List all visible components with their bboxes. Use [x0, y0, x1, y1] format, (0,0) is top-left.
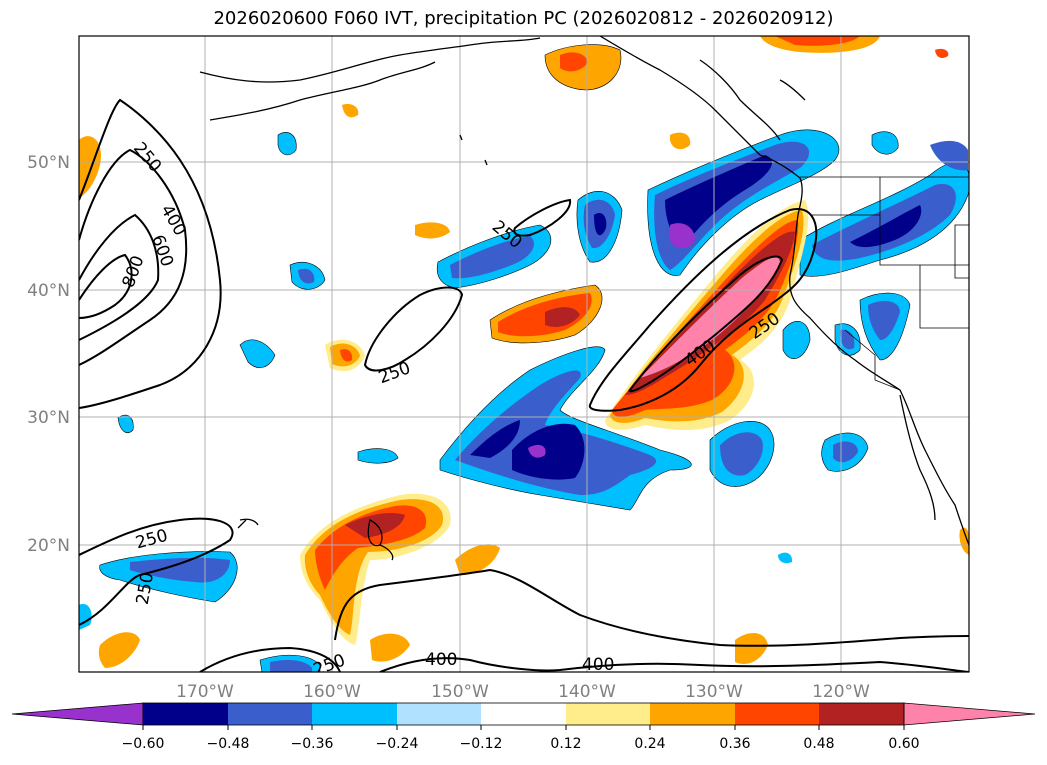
colorbar-tick: −0.24 — [376, 736, 419, 752]
colorbar-tick: 0.60 — [888, 736, 919, 752]
map-title: 2026020600 F060 IVT, precipitation PC (2… — [213, 8, 834, 29]
colorbar-tick: −0.60 — [122, 736, 165, 752]
ivt-contours — [79, 98, 969, 672]
colorbar-tick: 0.48 — [803, 736, 834, 752]
colorbar-segment — [481, 703, 566, 725]
contour-label: 400 — [582, 655, 614, 675]
colorbar-tick: 0.12 — [550, 736, 581, 752]
coastlines — [199, 36, 969, 561]
colorbar-tick: 0.24 — [634, 736, 665, 752]
colorbar: −0.60 −0.48 −0.36 −0.24 −0.12 0.12 0.24 … — [11, 702, 1036, 752]
colorbar-segment — [312, 703, 397, 725]
lat-label: 20°N — [27, 536, 70, 556]
lon-label: 160°W — [303, 682, 361, 702]
lon-label: 170°W — [176, 682, 234, 702]
colorbar-segment — [397, 703, 481, 725]
colorbar-arrow-right — [903, 702, 1036, 726]
contour-label: 400 — [425, 650, 457, 670]
colorbar-arrow-left — [11, 702, 144, 726]
colorbar-tick: −0.48 — [207, 736, 250, 752]
graticule — [79, 36, 969, 672]
colorbar-segment — [819, 703, 904, 725]
colorbar-tick: −0.12 — [460, 736, 503, 752]
lon-label: 130°W — [685, 682, 743, 702]
colorbar-segment — [650, 703, 735, 725]
lat-label: 50°N — [27, 153, 70, 173]
colorbar-segment — [143, 703, 228, 725]
colorbar-segment — [228, 703, 312, 725]
lon-label: 120°W — [812, 682, 870, 702]
colorbar-tick: 0.36 — [719, 736, 750, 752]
lon-label: 150°W — [431, 682, 489, 702]
lat-label: 40°N — [27, 281, 70, 301]
colorbar-segment — [735, 703, 819, 725]
lat-label: 30°N — [27, 408, 70, 428]
colorbar-segment — [566, 703, 650, 725]
map-border — [78, 35, 970, 673]
lon-label: 140°W — [558, 682, 616, 702]
state-borders — [800, 176, 969, 391]
negative-precip-regions — [79, 129, 969, 672]
colorbar-tick: −0.36 — [291, 736, 334, 752]
